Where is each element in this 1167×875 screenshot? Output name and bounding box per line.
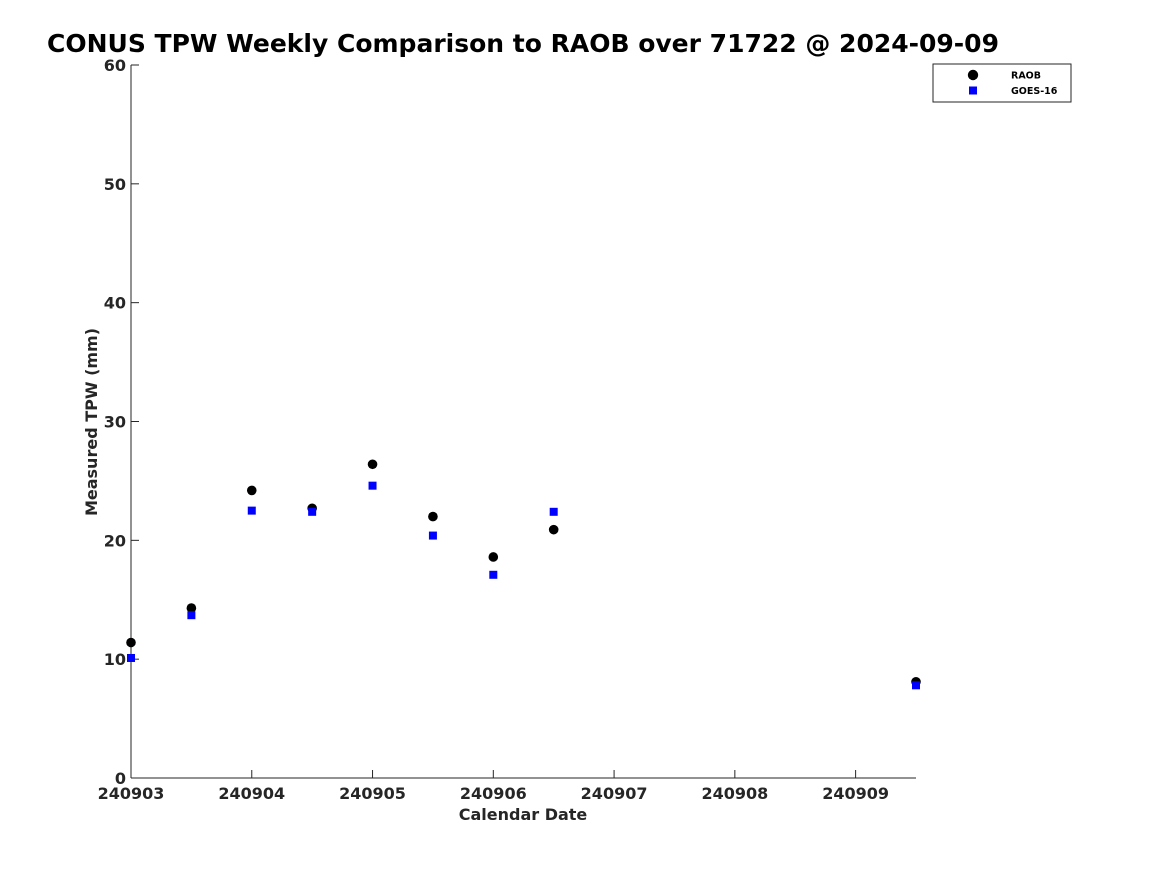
x-tick-label: 240906 — [460, 784, 527, 803]
x-tick-label: 240903 — [98, 784, 165, 803]
x-tick-label: 240905 — [339, 784, 406, 803]
y-tick-label: 20 — [104, 531, 126, 550]
raob-point — [428, 511, 438, 522]
x-tick-label: 240904 — [218, 784, 285, 803]
chart-title: CONUS TPW Weekly Comparison to RAOB over… — [47, 29, 999, 58]
y-axis-label: Measured TPW (mm) — [82, 328, 101, 516]
y-tick-label: 50 — [104, 175, 126, 194]
raob-point — [246, 485, 257, 496]
raob-point — [548, 524, 559, 535]
ticks: 0 10 20 30 40 50 60 240903 240904 240905 240906 240… — [98, 56, 889, 803]
goes-16-point — [247, 506, 256, 515]
goes-16-point — [187, 611, 196, 620]
goes-16-point — [127, 653, 135, 662]
x-tick-label: 240909 — [822, 784, 889, 803]
y-tick-label: 30 — [104, 413, 126, 432]
goes-16-point — [489, 570, 498, 579]
raob-point — [488, 552, 499, 562]
goes-16-point — [428, 531, 437, 540]
y-tick-label: 40 — [104, 294, 126, 313]
goes-16-point — [549, 507, 558, 516]
data-points — [126, 459, 921, 690]
goes-16-point — [308, 507, 317, 516]
goes-16-point — [912, 681, 920, 690]
raob-point — [126, 637, 136, 648]
y-tick-label: 10 — [104, 650, 126, 669]
raob-point — [367, 459, 378, 470]
legend-marker-raob — [967, 69, 979, 81]
raob-point — [186, 603, 197, 613]
y-tick-label: 60 — [104, 56, 126, 75]
legend-label-raob: RAOB — [1011, 71, 1041, 82]
legend-box — [932, 63, 1072, 103]
x-tick-label: 240908 — [701, 784, 768, 803]
legend-marker-goes-16 — [969, 86, 977, 95]
x-axis-label: Calendar Date — [459, 805, 588, 824]
axes — [130, 65, 916, 779]
legend: RAOB GOES-16 — [932, 63, 1072, 103]
x-tick-label: 240907 — [581, 784, 648, 803]
y-tick-label: 0 — [115, 769, 126, 788]
goes-16-point — [368, 481, 377, 490]
legend-label-goes-16: GOES-16 — [1011, 86, 1058, 97]
